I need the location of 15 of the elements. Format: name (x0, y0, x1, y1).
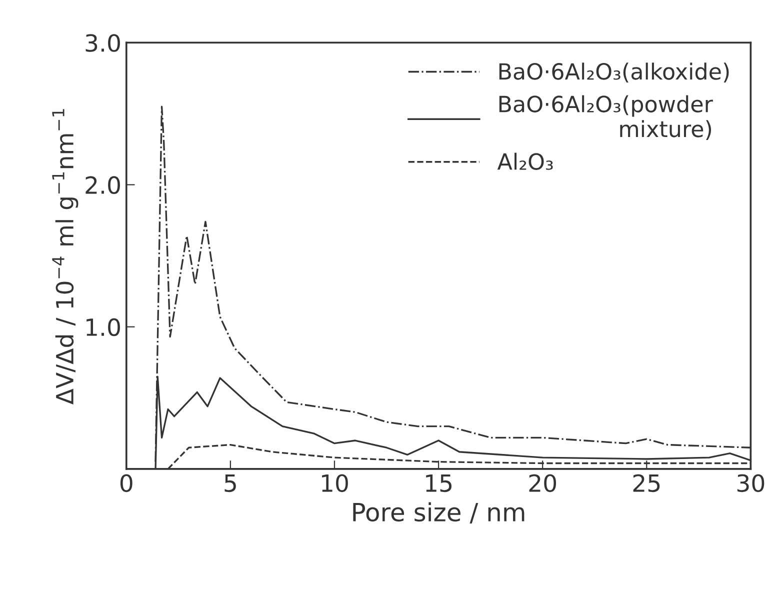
x-tick-label: 5 (224, 474, 236, 492)
x-tick-label: 20 (529, 474, 556, 492)
legend-label: BaO·6Al₂O₃(alkoxide) (499, 62, 729, 82)
x-axis-title: Pore size / nm (353, 502, 524, 524)
x-tick-label: 10 (322, 474, 348, 492)
x-tick-label: 0 (120, 474, 132, 492)
legend-label: Al₂O₃ (497, 152, 553, 170)
legend-label: BaO·6Al₂O₃(powder mixture) (499, 95, 713, 140)
y-tick-label: 1.0 (86, 318, 120, 336)
x-tick-label: 30 (737, 474, 764, 492)
y-tick-label: 2.0 (86, 176, 120, 194)
x-tick-label: 25 (633, 474, 660, 492)
x-tick-label: 15 (426, 474, 452, 492)
y-axis-title: ΔV/Δd / 10$^{−4}$ ml g$^{−1}$nm$^{−1}$ (52, 109, 78, 404)
y-tick-label: 3.0 (86, 34, 120, 52)
